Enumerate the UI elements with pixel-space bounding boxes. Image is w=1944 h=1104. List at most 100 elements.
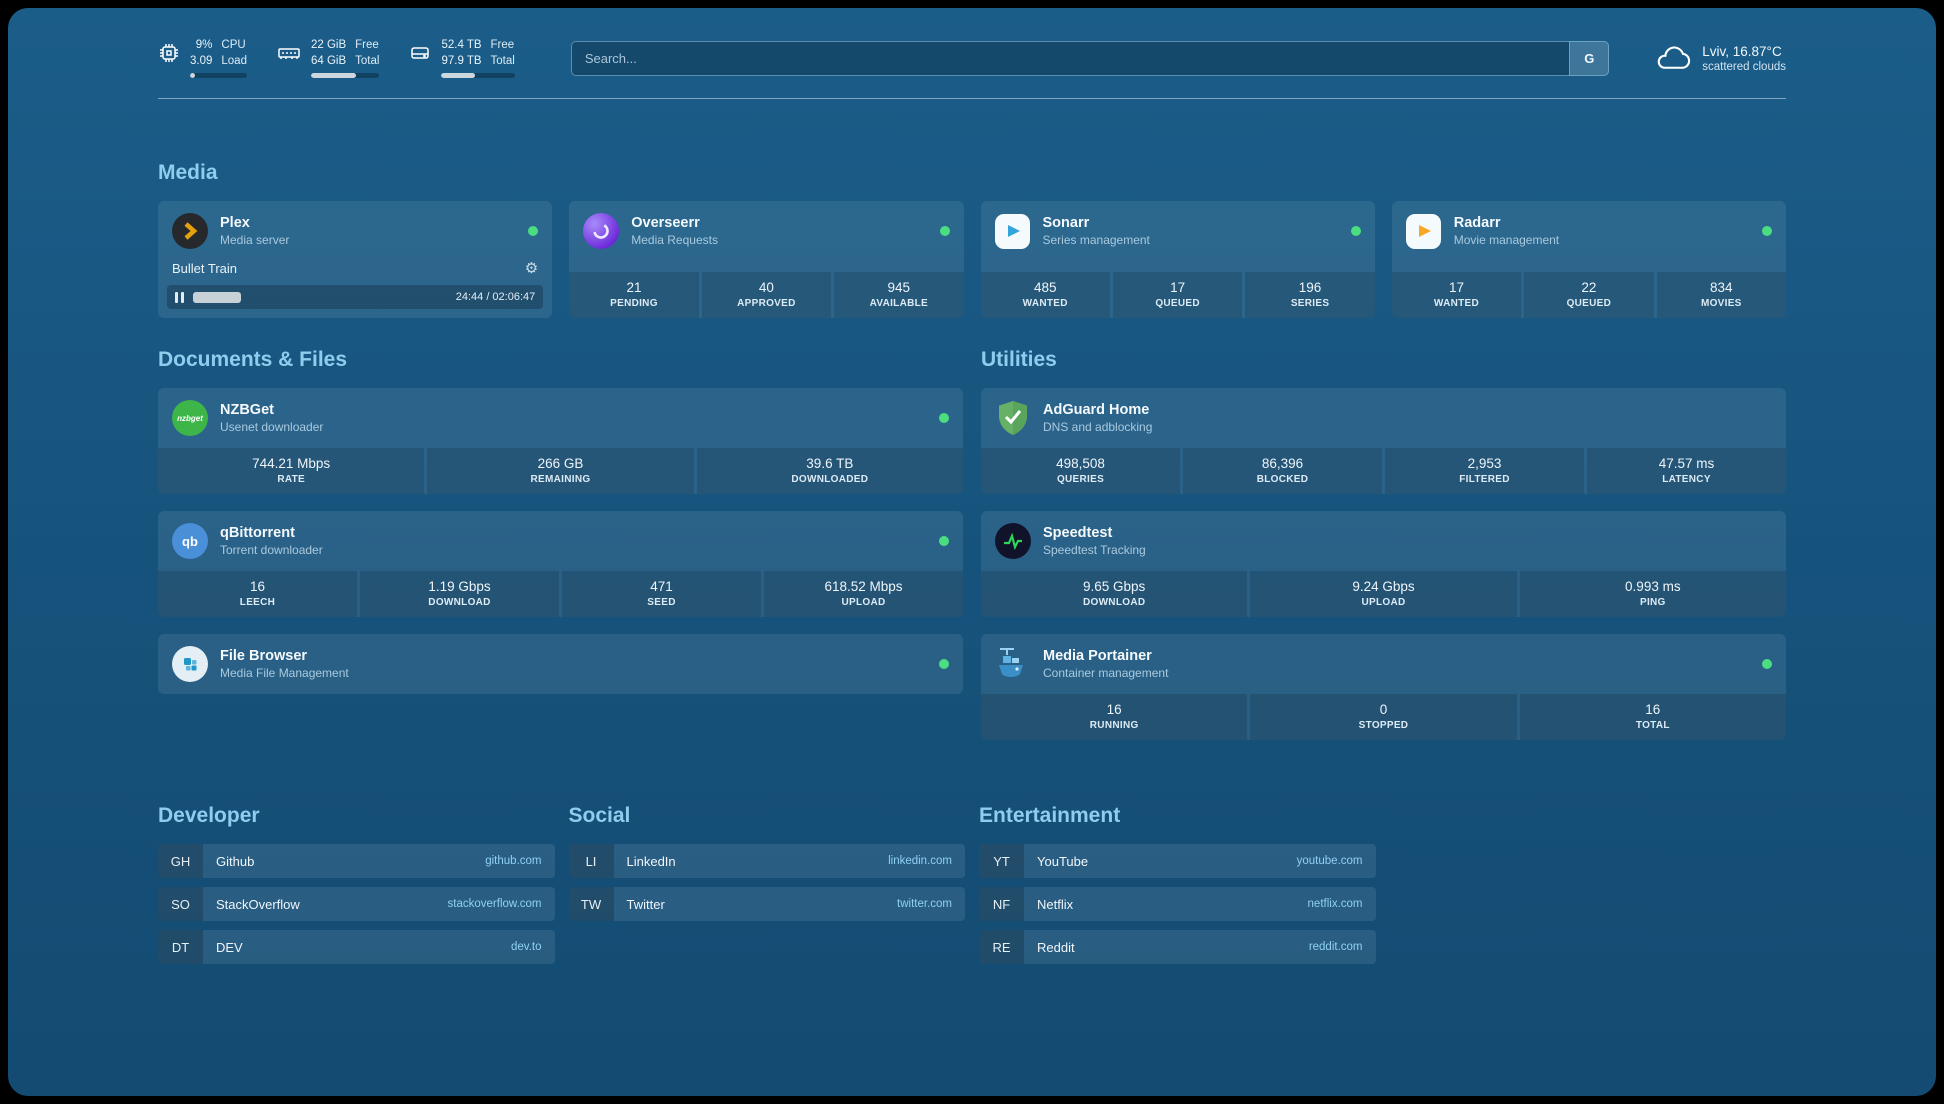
bookmark-group-social: Social LI LinkedIn linkedin.com TW Twitt… — [568, 804, 965, 973]
service-card-plex[interactable]: Plex Media server Bullet Train ⚙ 24:44 /… — [158, 201, 553, 319]
status-dot — [528, 226, 539, 237]
stat: 17 QUEUED — [1112, 272, 1243, 319]
service-card-speedtest[interactable]: Speedtest Speedtest Tracking 9.65 Gbps D… — [981, 511, 1786, 618]
bookmark-abbr: DT — [158, 930, 203, 965]
bookmark-name: DEV — [216, 939, 243, 955]
service-card-sonarr[interactable]: Sonarr Series management 485 WANTED 17 Q… — [980, 201, 1375, 319]
service-card-portainer[interactable]: Media Portainer Container management 16 … — [981, 634, 1786, 741]
plex-icon — [172, 213, 208, 250]
bookmark-stackoverflow[interactable]: SO StackOverflow stackoverflow.com — [158, 887, 555, 922]
service-card-adguard[interactable]: AdGuard Home DNS and adblocking 498,508 … — [981, 388, 1786, 495]
resource-widget-cpu: 9% 3.09 CPU Load — [158, 38, 247, 79]
stat: 16 RUNNING — [981, 694, 1248, 741]
service-card-nzbget[interactable]: nzbget NZBGet Usenet downloader 744.21 M… — [158, 388, 963, 495]
search-input[interactable] — [570, 40, 1570, 76]
stat: 834 MOVIES — [1656, 272, 1786, 319]
bookmark-abbr: LI — [568, 844, 614, 879]
weather-widget[interactable]: Lviv, 16.87°C scattered clouds — [1655, 44, 1786, 73]
stat: 16 TOTAL — [1519, 694, 1786, 741]
bookmark-netflix[interactable]: NF Netflix netflix.com — [979, 887, 1376, 922]
stat: 9.65 Gbps DOWNLOAD — [981, 571, 1248, 618]
bookmark-name: Twitter — [626, 896, 665, 912]
stat: 39.6 TB DOWNLOADED — [696, 448, 963, 495]
bookmark-name: StackOverflow — [216, 896, 300, 912]
service-desc: Media Requests — [631, 233, 718, 248]
status-dot — [939, 226, 950, 237]
bookmark-abbr: GH — [158, 844, 203, 879]
disk-progress-bar — [441, 73, 515, 79]
plex-player: 24:44 / 02:06:47 — [167, 285, 544, 310]
bookmark-name: YouTube — [1037, 853, 1089, 869]
resource-widget-disk: 52.4 TB 97.9 TB Free Total — [409, 38, 515, 79]
section-heading-documents: Documents & Files — [158, 348, 348, 372]
bookmark-twitter[interactable]: TW Twitter twitter.com — [568, 887, 965, 922]
bookmark-abbr: NF — [979, 887, 1024, 922]
bookmark-name: Github — [216, 853, 255, 869]
service-name: Radarr — [1453, 215, 1501, 232]
service-desc: Movie management — [1453, 233, 1560, 248]
playback-time: 24:44 / 02:06:47 — [455, 291, 536, 304]
portainer-icon — [995, 646, 1031, 682]
cpu-values: 9% 3.09 — [190, 39, 213, 67]
bookmark-youtube[interactable]: YT YouTube youtube.com — [979, 844, 1376, 879]
stat: 744.21 Mbps RATE — [158, 448, 425, 495]
stat: 21 PENDING — [569, 272, 699, 319]
bookmark-abbr: SO — [158, 887, 203, 922]
bookmark-domain: linkedin.com — [888, 855, 952, 868]
bookmark-group-developer: Developer GH Github github.com SO StackO… — [158, 804, 555, 973]
service-card-overseerr[interactable]: Overseerr Media Requests 21 PENDING 40 A… — [569, 201, 964, 319]
weather-condition: scattered clouds — [1702, 60, 1786, 73]
stat: 618.52 Mbps UPLOAD — [764, 571, 963, 618]
stat: 0.993 ms PING — [1519, 571, 1786, 618]
speedtest-icon — [995, 523, 1031, 560]
service-name: File Browser — [220, 648, 308, 665]
bookmark-github[interactable]: GH Github github.com — [158, 844, 555, 879]
section-media: Media Plex Media server — [158, 161, 1786, 319]
stat: 17 WANTED — [1391, 272, 1522, 319]
cpu-progress-bar — [190, 73, 247, 79]
service-card-filebrowser[interactable]: File Browser Media File Management — [158, 634, 963, 695]
service-name: AdGuard Home — [1043, 402, 1150, 419]
stat: 22 QUEUED — [1524, 272, 1654, 319]
bookmark-dev[interactable]: DT DEV dev.to — [158, 930, 555, 965]
now-playing-title: Bullet Train — [172, 261, 238, 277]
status-dot — [939, 536, 949, 547]
topbar: 9% 3.09 CPU Load — [158, 38, 1786, 79]
bookmark-abbr: RE — [979, 930, 1024, 965]
gear-icon[interactable]: ⚙ — [524, 260, 539, 278]
service-name: NZBGet — [220, 402, 274, 419]
topbar-divider — [158, 98, 1786, 100]
service-card-radarr[interactable]: Radarr Movie management 17 WANTED 22 QUE… — [1391, 201, 1786, 319]
bookmark-heading-social: Social — [568, 804, 631, 828]
resource-widget-memory: 22 GiB 64 GiB Free Total — [277, 38, 380, 79]
stat: 498,508 QUERIES — [981, 448, 1180, 495]
status-dot — [1350, 226, 1361, 237]
filebrowser-icon — [172, 646, 208, 683]
service-name: Overseerr — [631, 215, 700, 232]
stat: 266 GB REMAINING — [427, 448, 694, 495]
playback-progress[interactable] — [193, 291, 447, 303]
memory-progress-bar — [310, 73, 380, 79]
status-dot — [1762, 659, 1772, 670]
search-provider-button[interactable]: G — [1569, 40, 1610, 76]
bookmark-abbr: YT — [979, 844, 1024, 879]
bookmark-domain: youtube.com — [1296, 855, 1363, 868]
bookmark-linkedin[interactable]: LI LinkedIn linkedin.com — [568, 844, 965, 879]
cpu-icon — [158, 42, 180, 64]
pause-button[interactable] — [175, 291, 184, 303]
bookmark-name: Reddit — [1037, 939, 1075, 955]
stat: 86,396 BLOCKED — [1183, 448, 1382, 495]
dashboard-page: 9% 3.09 CPU Load — [8, 8, 1936, 1096]
bookmark-reddit[interactable]: RE Reddit reddit.com — [979, 930, 1376, 965]
status-dot — [939, 659, 949, 670]
stat: 9.24 Gbps UPLOAD — [1250, 571, 1517, 618]
service-card-qbittorrent[interactable]: qb qBittorrent Torrent downloader 16 LEE… — [158, 511, 963, 618]
section-heading-utilities: Utilities — [981, 348, 1057, 372]
stat: 485 WANTED — [980, 272, 1110, 319]
stat: 196 SERIES — [1245, 272, 1375, 319]
service-desc: Torrent downloader — [220, 543, 323, 558]
service-desc: Container management — [1043, 666, 1169, 681]
service-name: qBittorrent — [220, 525, 295, 542]
weather-location: Lviv, 16.87°C — [1702, 43, 1782, 59]
memory-labels: Free Total — [355, 39, 380, 67]
